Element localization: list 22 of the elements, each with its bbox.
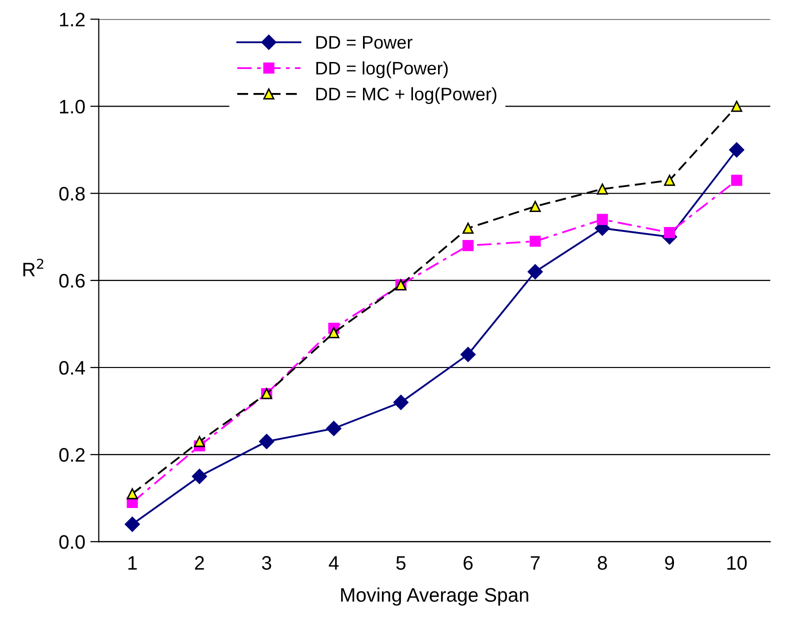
y-tick-label: 1.2 xyxy=(60,12,85,26)
x-tick-label: 10 xyxy=(727,556,747,570)
y-tick-label: 0.8 xyxy=(59,186,85,201)
x-axis-title: Moving Average Span xyxy=(341,588,528,606)
x-tick-label: 5 xyxy=(396,556,406,570)
x-tick-label: 2 xyxy=(195,556,204,570)
y-tick-label: 0.0 xyxy=(59,535,85,549)
legend-label: DD = MC + log(Power) xyxy=(316,87,496,104)
legend-label: DD = Power xyxy=(316,36,412,49)
y-tick-label: 0.4 xyxy=(59,360,85,375)
x-tick-label: 9 xyxy=(665,556,674,570)
y-tick-label: 0.6 xyxy=(59,274,85,288)
x-tick-label: 3 xyxy=(262,556,272,570)
x-tick-label: 8 xyxy=(598,556,607,570)
y-axis-title: R$^{2}$ xyxy=(23,258,44,276)
x-tick-label: 1 xyxy=(128,556,137,570)
x-tick-label: 4 xyxy=(328,556,339,570)
legend-label: DD = log(Power) xyxy=(316,61,448,78)
y-tick-label: 0.2 xyxy=(59,448,85,462)
x-tick-label: 7 xyxy=(530,556,540,570)
x-tick-label: 6 xyxy=(464,556,473,570)
y-tick-label: 1.0 xyxy=(60,100,85,114)
